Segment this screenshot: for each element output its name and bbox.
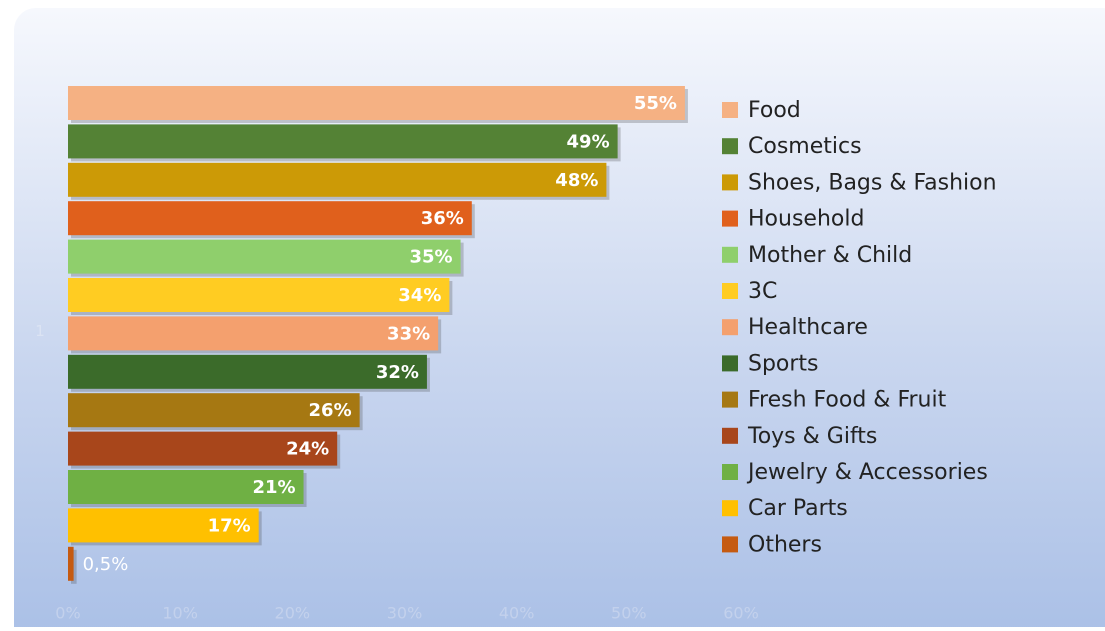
data-label: 32% bbox=[376, 362, 419, 383]
bar bbox=[68, 86, 685, 120]
legend-swatch bbox=[722, 210, 738, 227]
data-label: 35% bbox=[409, 247, 452, 268]
data-label: 36% bbox=[421, 208, 464, 229]
legend-label: Household bbox=[748, 207, 864, 232]
bar bbox=[68, 546, 74, 581]
x-tick-label: 60% bbox=[723, 604, 759, 623]
legend-label: Healthcare bbox=[748, 315, 868, 340]
legend-swatch bbox=[722, 246, 738, 263]
legend-swatch bbox=[722, 319, 738, 336]
x-tick-label: 50% bbox=[611, 604, 647, 623]
data-label: 33% bbox=[387, 323, 430, 344]
x-tick-label: 0% bbox=[55, 604, 80, 623]
legend-swatch bbox=[722, 427, 738, 444]
x-tick-label: 20% bbox=[275, 604, 311, 623]
legend-swatch bbox=[722, 174, 738, 191]
legend-swatch bbox=[722, 500, 738, 517]
legend-swatch bbox=[722, 102, 738, 118]
x-tick-label: 10% bbox=[162, 604, 198, 623]
bar bbox=[68, 470, 304, 504]
bar bbox=[68, 239, 461, 274]
legend-swatch bbox=[722, 355, 738, 372]
legend-label: Fresh Food & Fruit bbox=[748, 388, 947, 413]
x-tick-label: 40% bbox=[499, 604, 535, 623]
legend-label: Food bbox=[748, 98, 801, 123]
bar bbox=[68, 278, 450, 312]
legend-label: Jewelry & Accessories bbox=[746, 460, 988, 485]
legend-label: Cosmetics bbox=[748, 134, 862, 159]
data-label: 55% bbox=[634, 93, 677, 114]
data-label: 24% bbox=[286, 439, 329, 460]
legend-label: 3C bbox=[748, 279, 777, 304]
bar bbox=[68, 316, 439, 351]
data-label: 26% bbox=[309, 400, 352, 421]
legend-swatch bbox=[722, 536, 738, 553]
data-label: 0,5% bbox=[83, 554, 129, 575]
y-tick-label: 1 bbox=[35, 322, 45, 340]
data-label: 34% bbox=[398, 285, 441, 306]
bar bbox=[68, 431, 338, 466]
legend-swatch bbox=[722, 464, 738, 480]
data-label: 17% bbox=[208, 515, 251, 536]
bar bbox=[68, 124, 618, 159]
legend-swatch bbox=[722, 138, 738, 155]
bar bbox=[68, 162, 607, 197]
legend-swatch bbox=[722, 283, 738, 299]
data-label: 21% bbox=[252, 477, 295, 498]
legend-label: Mother & Child bbox=[748, 243, 912, 268]
legend-label: Car Parts bbox=[748, 496, 848, 521]
legend-label: Shoes, Bags & Fashion bbox=[748, 170, 997, 195]
bar bbox=[68, 508, 259, 543]
bar bbox=[68, 393, 360, 428]
data-label: 49% bbox=[567, 131, 610, 152]
x-tick-label: 30% bbox=[387, 604, 423, 623]
legend-label: Toys & Gifts bbox=[747, 424, 877, 449]
bar-shadow bbox=[71, 549, 77, 584]
data-label: 48% bbox=[555, 170, 598, 191]
bar bbox=[68, 354, 427, 389]
legend-label: Sports bbox=[748, 351, 819, 376]
legend-label: Others bbox=[748, 532, 822, 557]
bar bbox=[68, 201, 472, 236]
legend-swatch bbox=[722, 391, 738, 408]
